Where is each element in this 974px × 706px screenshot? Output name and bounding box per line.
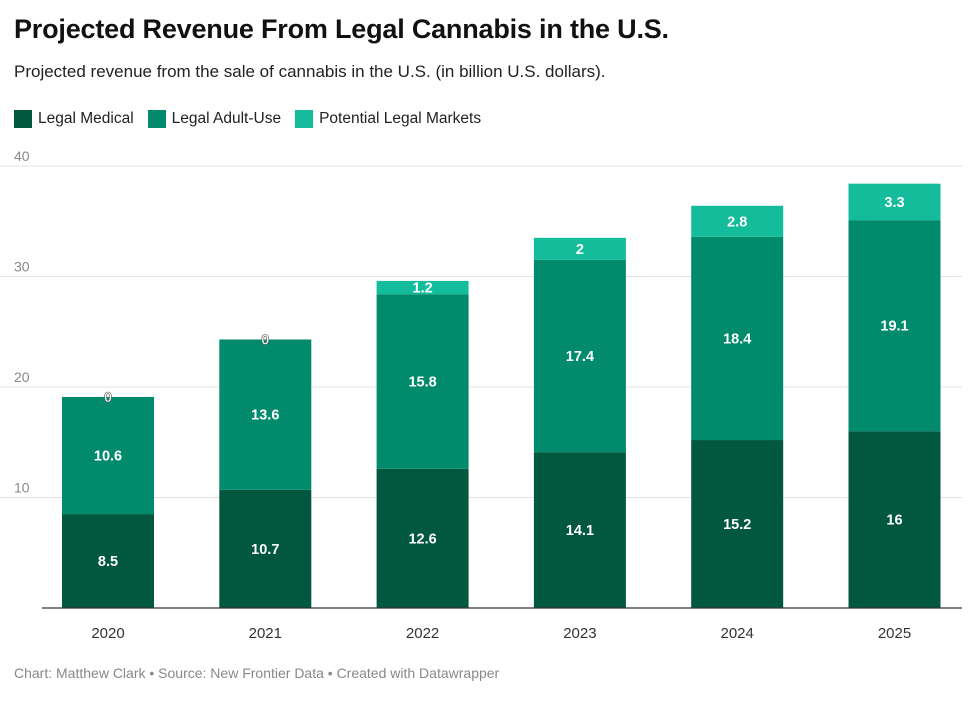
- stacked-bar-chart: 10 20 30 40 8.5 10.6 0 2020 10.7 13.6 0 2021 12.6 15.…: [0, 150, 962, 642]
- y-tick-label-40: 40: [14, 150, 30, 164]
- data-label-legal-medical-2022: 12.6: [408, 531, 436, 547]
- bar-legal-adult-use-2022: [376, 294, 469, 469]
- data-label-legal-adult-use-2024: 18.4: [723, 331, 751, 347]
- bar-legal-adult-use-2023: [533, 259, 626, 453]
- bar-legal-medical-2025: [848, 431, 941, 608]
- bar-legal-adult-use-2021: [219, 339, 312, 490]
- x-tick-label-2023: 2023: [563, 625, 596, 642]
- y-tick-label-30: 30: [14, 259, 30, 275]
- legend-swatch-legal-adult-use: [147, 110, 166, 128]
- data-label-potential-legal-markets-2020: 0: [104, 390, 112, 406]
- bar-potential-legal-markets-2023: [533, 237, 626, 260]
- bar-legal-medical-2020: [62, 514, 154, 608]
- bar-legal-medical-2024: [691, 440, 784, 608]
- bar-legal-medical-2021: [219, 489, 312, 608]
- legend: Legal Medical Legal Adult-Use Potential …: [14, 110, 481, 128]
- data-label-legal-adult-use-2022: 15.8: [408, 374, 436, 390]
- data-label-potential-legal-markets-2021: 0: [261, 332, 269, 348]
- bar-legal-adult-use-2024: [691, 236, 784, 441]
- data-label-legal-adult-use-2023: 17.4: [566, 349, 594, 365]
- legend-item-legal-medical: Legal Medical: [14, 110, 134, 128]
- bar-legal-adult-use-2025: [848, 220, 941, 432]
- data-label-legal-adult-use-2025: 19.1: [880, 319, 908, 335]
- legend-item-potential-legal-markets: Potential Legal Markets: [295, 110, 481, 128]
- data-label-potential-legal-markets-2023: 2: [576, 242, 584, 258]
- legend-label-legal-adult-use: Legal Adult-Use: [171, 110, 282, 127]
- legend-label-potential-legal-markets: Potential Legal Markets: [319, 110, 482, 127]
- chart-footer: Chart: Matthew Clark • Source: New Front…: [14, 665, 500, 681]
- legend-swatch-legal-medical: [14, 110, 32, 128]
- data-label-legal-medical-2021: 10.7: [251, 542, 279, 558]
- bar-legal-adult-use-2020: [62, 396, 154, 515]
- legend-swatch-potential-legal-markets: [295, 110, 314, 128]
- data-label-legal-medical-2024: 15.2: [723, 517, 751, 533]
- data-label-legal-medical-2023: 14.1: [566, 523, 594, 539]
- legend-label-legal-medical: Legal Medical: [38, 110, 134, 127]
- y-tick-label-10: 10: [14, 480, 30, 496]
- chart-subtitle: Projected revenue from the sale of canna…: [14, 62, 606, 81]
- legend-item-legal-adult-use: Legal Adult-Use: [147, 110, 282, 128]
- data-label-legal-adult-use-2020: 10.6: [94, 449, 122, 465]
- data-label-legal-medical-2025: 16: [886, 513, 902, 529]
- data-label-potential-legal-markets-2024: 2.8: [727, 214, 747, 230]
- data-label-potential-legal-markets-2022: 1.2: [413, 281, 433, 297]
- x-tick-label-2024: 2024: [721, 625, 754, 642]
- x-tick-label-2025: 2025: [878, 625, 911, 642]
- data-label-legal-adult-use-2021: 13.6: [251, 408, 279, 424]
- data-label-potential-legal-markets-2025: 3.3: [884, 195, 904, 211]
- bar-potential-legal-markets-2022: [376, 280, 469, 295]
- x-tick-label-2020: 2020: [91, 625, 124, 642]
- bar-potential-legal-markets-2024: [691, 205, 784, 237]
- chart-title: Projected Revenue From Legal Cannabis in…: [14, 14, 669, 44]
- data-label-legal-medical-2020: 8.5: [98, 554, 118, 570]
- bar-potential-legal-markets-2025: [848, 183, 941, 221]
- y-tick-label-20: 20: [14, 369, 30, 385]
- x-tick-label-2022: 2022: [406, 625, 439, 642]
- bar-legal-medical-2022: [376, 468, 469, 608]
- x-tick-label-2021: 2021: [249, 625, 282, 642]
- bar-legal-medical-2023: [533, 452, 626, 608]
